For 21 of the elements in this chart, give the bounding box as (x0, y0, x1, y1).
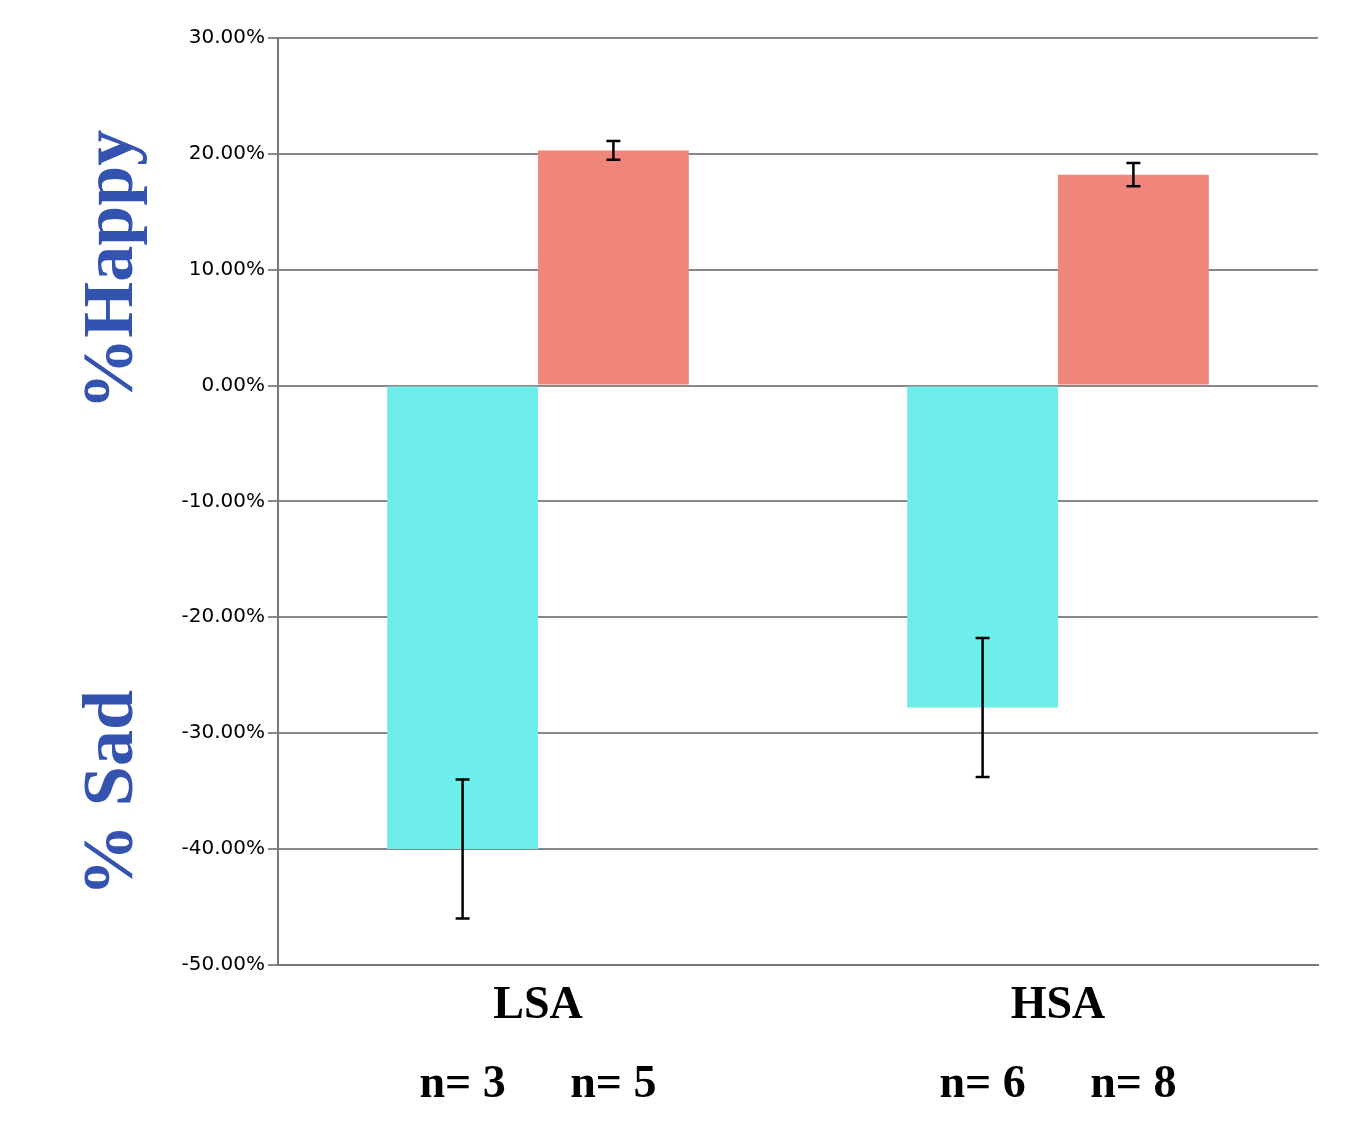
y-tick-label: 10.00% (188, 255, 265, 280)
y-tick-label: -40.00% (181, 835, 265, 860)
y-tick-label: 0.00% (201, 371, 265, 396)
y-tick-label: -30.00% (181, 719, 265, 744)
text: %Happy (67, 129, 148, 410)
y-tick-label: -50.00% (181, 951, 265, 975)
bar (1058, 174, 1209, 385)
x-tick-label: HSA (1010, 977, 1106, 1029)
y-tick-label: -20.00% (181, 603, 265, 628)
bar (387, 386, 538, 849)
text: n= 6 (939, 1055, 1026, 1107)
bar (538, 150, 689, 385)
x-tick-label: LSA (493, 977, 583, 1029)
y-tick-label: 20.00% (188, 140, 265, 165)
text: n= 5 (570, 1055, 657, 1107)
bar (907, 386, 1058, 708)
y-tick-label: 30.00% (188, 24, 265, 49)
text: n= 3 (419, 1055, 506, 1107)
text: % Sad (67, 690, 148, 897)
text: n= 8 (1090, 1055, 1177, 1107)
y-tick-label: -10.00% (181, 487, 265, 512)
